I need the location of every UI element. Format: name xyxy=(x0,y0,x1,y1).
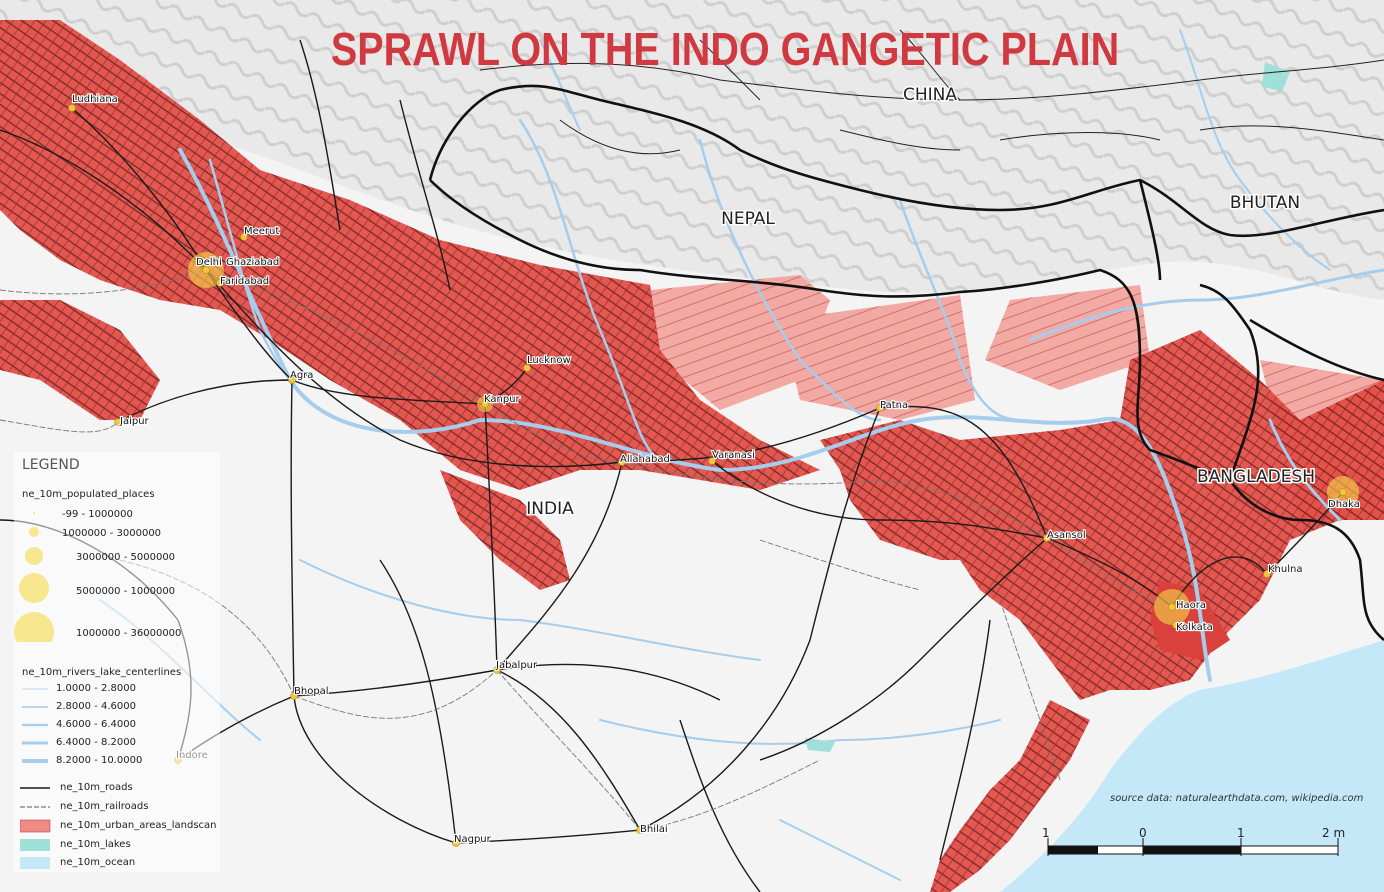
city-label-bhopal: Bhopal xyxy=(294,686,329,697)
city-label-kolkata: Kolkata xyxy=(1176,622,1213,633)
city-dot-kanpur[interactable] xyxy=(481,400,489,408)
city-dot-asansol[interactable] xyxy=(1043,534,1051,542)
legend-pop-class-1: -99 - 1000000 xyxy=(62,509,133,520)
city-label-varanasi: Varanasi xyxy=(712,450,755,461)
city-label-kanpur: Kanpur xyxy=(484,394,521,405)
city-dot-faridabad[interactable] xyxy=(216,279,224,287)
legend: LEGEND ne_10m_populated_places -99 - 100… xyxy=(14,452,220,872)
city-dot-agra[interactable] xyxy=(288,376,296,384)
country-label-bhutan: BHUTAN xyxy=(1230,193,1300,213)
city-dot-patna[interactable] xyxy=(876,404,884,412)
country-label-china: CHINA xyxy=(903,85,957,105)
legend-city-circles xyxy=(14,512,54,642)
city-label-jabalpur: Jabalpur xyxy=(495,660,538,671)
city-label-delhi: Delhi xyxy=(196,257,222,268)
legend-river-class-1: 1.0000 - 2.8000 xyxy=(56,683,136,694)
city-label-haora: Haora xyxy=(1176,600,1206,611)
legend-river-class-5: 8.2000 - 10.0000 xyxy=(56,755,143,766)
lakes xyxy=(805,62,1290,752)
legend-rivers-title: ne_10m_rivers_lake_centerlines xyxy=(22,667,182,678)
legend-populated-places-title: ne_10m_populated_places xyxy=(22,489,155,500)
scale-label-left: 1 xyxy=(1042,826,1050,840)
city-dot-bhopal[interactable] xyxy=(290,692,298,700)
legend-river-class-3: 4.6000 - 6.4000 xyxy=(56,719,136,730)
city-dot-allahabad[interactable] xyxy=(618,458,626,466)
legend-pop-class-3: 3000000 - 5000000 xyxy=(76,552,176,563)
legend-layer-roads: ne_10m_roads xyxy=(60,782,133,793)
city-label-khulna: Khulna xyxy=(1268,564,1302,575)
map-title: SPRAWL ON THE INDO GANGETIC PLAIN xyxy=(330,23,1120,75)
city-dot-meerut[interactable] xyxy=(240,233,248,241)
city-dot-jaipur[interactable] xyxy=(114,418,122,426)
legend-layer-symbols xyxy=(20,787,51,869)
legend-pop-class-4: 5000000 - 1000000 xyxy=(76,586,176,597)
himalaya-relief xyxy=(0,0,1384,300)
legend-layer-lakes: ne_10m_lakes xyxy=(60,839,131,850)
city-label-patna: Patna xyxy=(880,400,908,411)
railroads xyxy=(0,269,1173,831)
country-label-nepal: NEPAL xyxy=(721,209,775,229)
city-dot-delhi[interactable] xyxy=(202,266,210,274)
city-dot-ghaziabad[interactable] xyxy=(246,258,254,266)
legend-pop-class-2: 1000000 - 3000000 xyxy=(62,528,162,539)
city-label-faridabad: Faridabad xyxy=(220,276,269,287)
city-dot-khulna[interactable] xyxy=(1263,570,1271,578)
city-label-meerut: Meerut xyxy=(244,226,279,237)
legend-layer-urban: ne_10m_urban_areas_landscan xyxy=(60,820,217,831)
legend-river-class-4: 6.4000 - 8.2000 xyxy=(56,737,136,748)
city-dot-bhilai[interactable] xyxy=(636,826,644,834)
city-label-asansol: Asansol xyxy=(1047,530,1086,541)
country-label-india: INDIA xyxy=(526,499,574,519)
legend-pop-class-5: 1000000 - 36000000 xyxy=(76,628,182,639)
country-labels: CHINA NEPAL BHUTAN BANGLADESH INDIA xyxy=(525,84,1317,521)
ocean-bay-of-bengal xyxy=(1000,640,1384,892)
city-label-dhaka: Dhaka xyxy=(1328,499,1360,510)
city-dot-lucknow[interactable] xyxy=(523,364,531,372)
city-label-agra: Agra xyxy=(290,370,313,381)
scale-label-two: 2 m xyxy=(1322,826,1346,840)
legend-layer-railroads: ne_10m_railroads xyxy=(60,801,149,812)
city-dot-jabalpur[interactable] xyxy=(493,666,501,674)
city-dot-varanasi[interactable] xyxy=(708,457,716,465)
city-dot-kolkata[interactable] xyxy=(1172,621,1180,629)
city-label-allahabad: Allahabad xyxy=(620,454,670,465)
city-dot-dhaka[interactable] xyxy=(1339,488,1347,496)
scale-label-one: 1 xyxy=(1237,826,1245,840)
city-dot-nagpur[interactable] xyxy=(452,839,460,847)
scale-label-zero: 0 xyxy=(1139,826,1147,840)
state-boundaries xyxy=(479,29,1384,155)
legend-river-class-2: 2.8000 - 4.6000 xyxy=(56,701,136,712)
city-label-jaipur: Jaipur xyxy=(119,416,150,427)
legend-river-lines xyxy=(22,688,48,763)
legend-heading: LEGEND xyxy=(22,457,80,473)
city-label-bhilai: Bhilai xyxy=(640,824,668,835)
legend-layer-ocean: ne_10m_ocean xyxy=(60,857,136,868)
city-label-ghaziabad: Ghaziabad xyxy=(226,257,279,268)
city-dot-haora[interactable] xyxy=(1168,603,1176,611)
city-dot-ludhiana[interactable] xyxy=(68,104,76,112)
country-borders xyxy=(428,84,1384,641)
scale-bar xyxy=(1047,838,1339,856)
country-label-bangladesh: BANGLADESH xyxy=(1197,467,1315,487)
city-label-nagpur: Nagpur xyxy=(454,834,492,845)
source-credit: source data: naturalearthdata.com, wikip… xyxy=(1110,793,1364,804)
city-label-ludhiana: Ludhiana xyxy=(72,94,118,105)
city-label-lucknow: Lucknow xyxy=(527,355,571,366)
urban-areas-dense xyxy=(0,20,1384,892)
